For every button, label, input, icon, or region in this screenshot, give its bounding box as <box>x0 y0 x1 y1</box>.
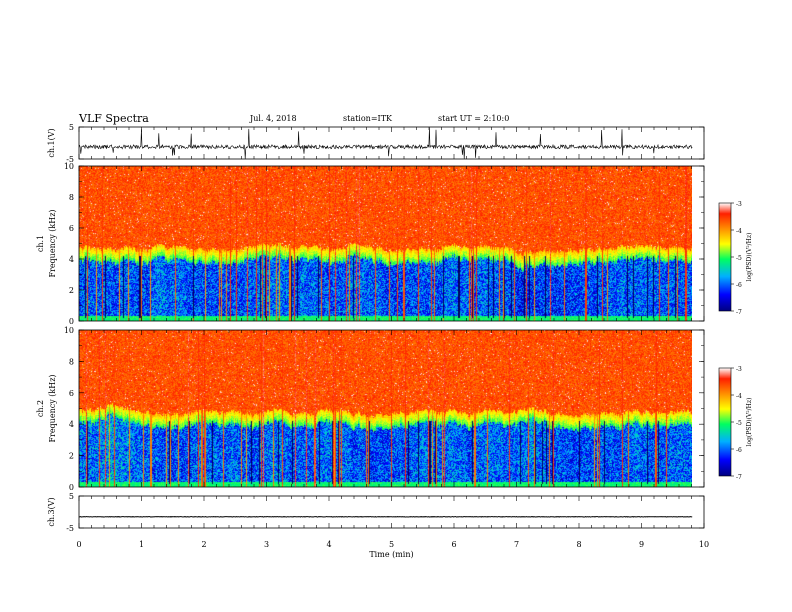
ch1-waveform-trace <box>78 127 693 159</box>
colorbar-2 <box>718 367 732 477</box>
colorbar-label: log(PSD)(V²/Hz) <box>746 398 753 447</box>
colorbar-tick-label: -7 <box>736 474 742 481</box>
colorbar-tick-label: -6 <box>736 282 742 289</box>
x-tick-label: 9 <box>639 540 644 549</box>
ch2-spec-ytick-label: 6 <box>69 389 74 398</box>
colorbar-tick-label: -6 <box>736 447 742 454</box>
colorbar-tick-label: -5 <box>736 255 742 262</box>
ch2-spec-ytick-label: 8 <box>69 357 74 366</box>
colorbar-label: log(PSD)(V²/Hz) <box>746 233 753 282</box>
colorbar-tick-label: -5 <box>736 420 742 427</box>
ch1-wave-ytick-label: 5 <box>69 123 74 132</box>
ch2-spectrogram-image <box>79 330 692 487</box>
x-tick-label: 4 <box>326 540 331 549</box>
ch1-spec-ytick-label: 0 <box>69 317 74 326</box>
x-axis-label: Time (min) <box>369 550 413 559</box>
x-tick-label: 5 <box>389 540 394 549</box>
ch2-spec-ytick-label: 2 <box>69 452 74 461</box>
station-label: station=ITK <box>343 114 393 123</box>
ch1-spec-ytick-label: 6 <box>69 224 74 233</box>
figure-title: VLF Spectra <box>79 112 149 125</box>
colorbar-1 <box>718 202 732 312</box>
x-tick-label: 8 <box>576 540 581 549</box>
x-tick-label: 2 <box>201 540 206 549</box>
colorbar-tick-label: -4 <box>736 393 742 400</box>
ch2-spec-ytick-label: 4 <box>69 420 74 429</box>
ch3-wave-ytick-label: 5 <box>69 492 74 501</box>
x-tick-label: 10 <box>699 540 709 549</box>
ch2-spectrogram-channel-label: ch.2 <box>36 400 45 417</box>
colorbar-tick-label: -3 <box>736 201 742 208</box>
ch1-spectrogram-ylabel: Frequency (kHz) <box>48 209 57 277</box>
colorbar-tick-label: -3 <box>736 366 742 373</box>
ch1-spectrogram-image <box>79 166 692 321</box>
x-tick-label: 0 <box>76 540 81 549</box>
colorbar-tick-label: -4 <box>736 228 742 235</box>
ch1-spec-ytick-label: 2 <box>69 286 74 295</box>
ch2-spec-ytick-label: 10 <box>64 326 74 335</box>
ch1-spec-ytick-label: 4 <box>69 255 74 264</box>
ch1-spec-ytick-label: 10 <box>64 162 74 171</box>
ch3-waveform-ylabel: ch.3(V) <box>47 497 56 526</box>
ch1-spectrogram-channel-label: ch.1 <box>36 235 45 252</box>
start-ut-label: start UT = 2:10:0 <box>438 114 510 123</box>
colorbar-tick-label: -7 <box>736 309 742 316</box>
x-tick-label: 1 <box>139 540 144 549</box>
ch3-wave-ytick-label: -5 <box>66 524 74 533</box>
x-tick-label: 3 <box>264 540 269 549</box>
ch1-spec-ytick-label: 8 <box>69 193 74 202</box>
ch2-spec-ytick-label: 0 <box>69 483 74 492</box>
x-tick-label: 7 <box>514 540 519 549</box>
ch2-spectrogram-ylabel: Frequency (kHz) <box>48 374 57 442</box>
ch1-waveform-ylabel: ch.1(V) <box>47 128 56 157</box>
x-tick-label: 6 <box>451 540 456 549</box>
date-label: Jul. 4, 2018 <box>250 114 297 123</box>
ch1-wave-ytick-label: -5 <box>66 155 74 164</box>
